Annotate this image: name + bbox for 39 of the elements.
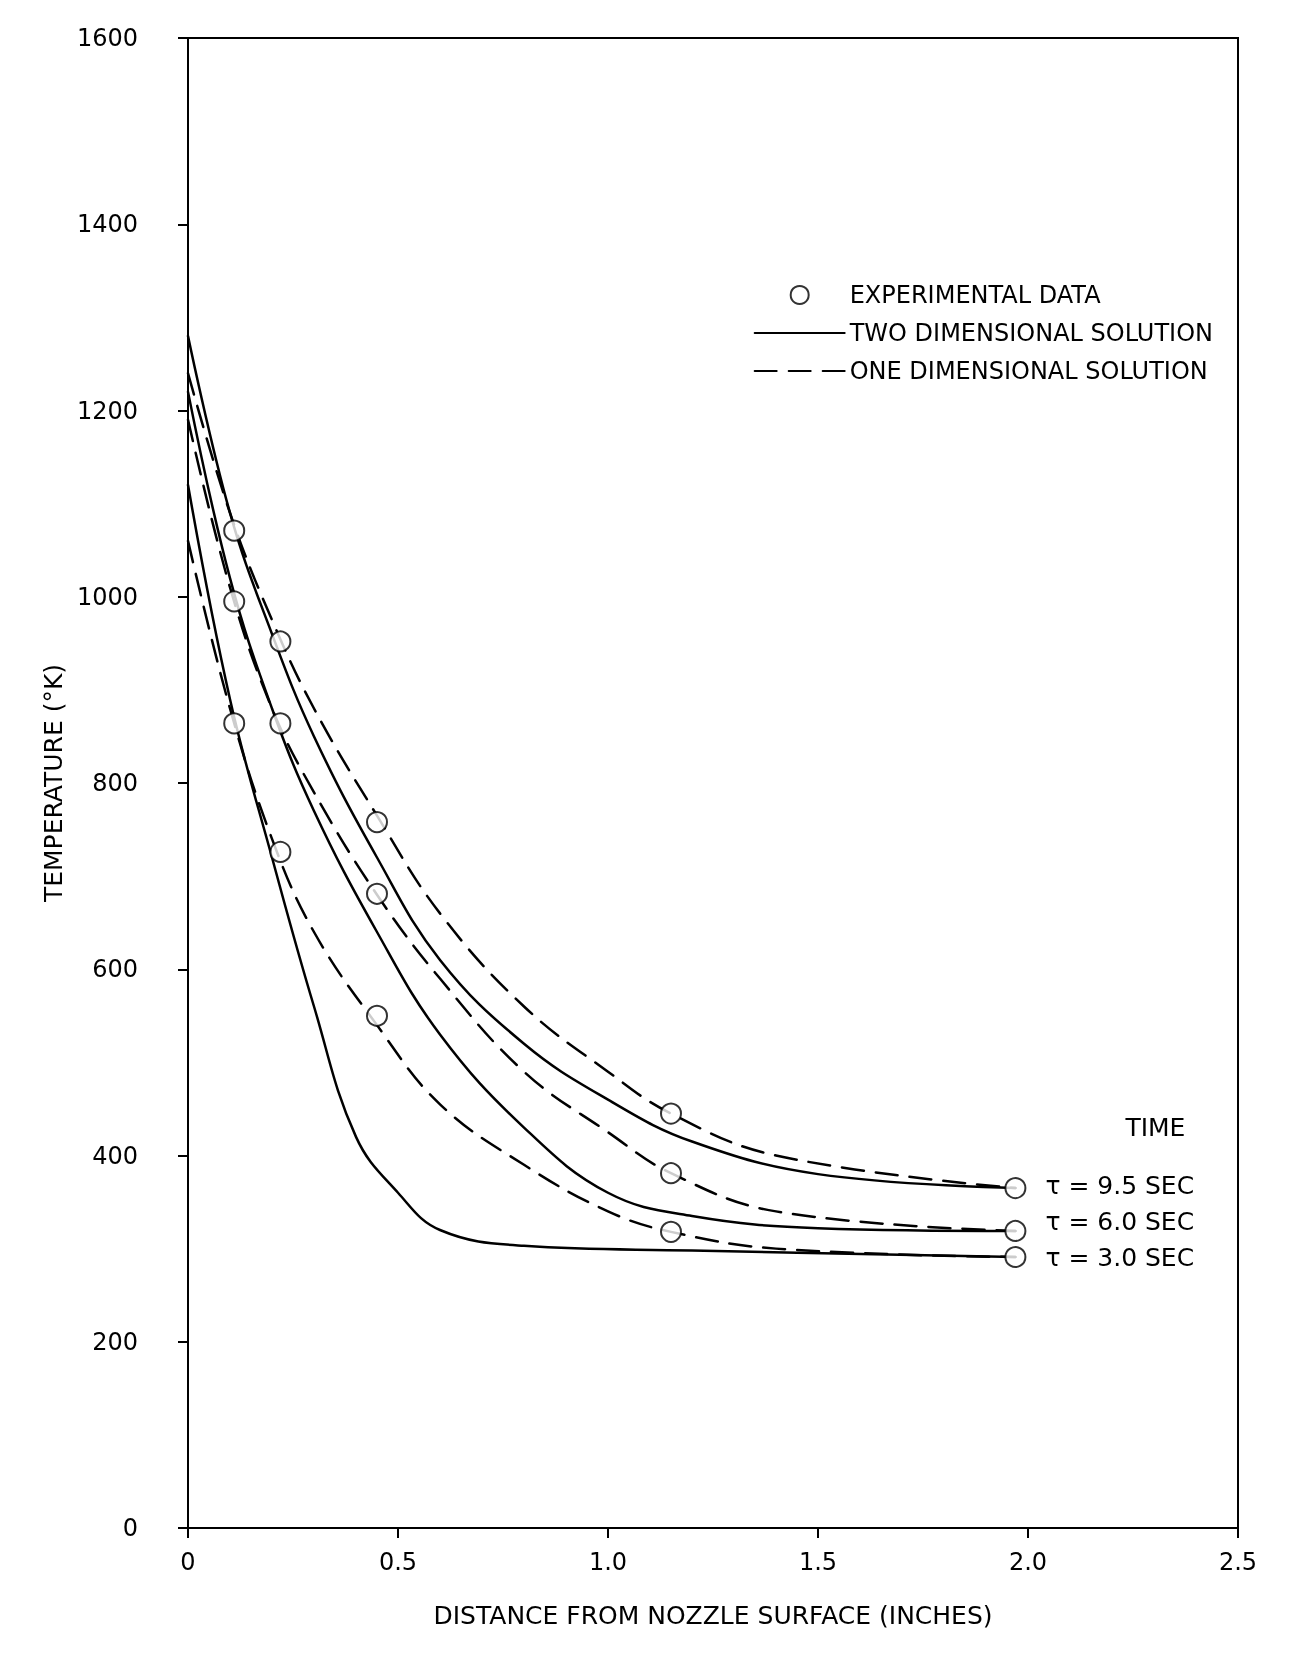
point (223, 590, 246, 613)
x-tick-label: 0 (180, 1548, 196, 1576)
point (1004, 1219, 1027, 1242)
x-tick-label: 2.5 (1218, 1548, 1258, 1576)
point (366, 811, 388, 834)
legend-label: TWO DIMENSIONAL SOLUTION (848, 319, 1214, 347)
y-tick-label: 1200 (76, 396, 138, 425)
y-tick-label: 1000 (76, 582, 138, 611)
y-tick-label: 0 (122, 1514, 138, 1542)
y-tick-label: 800 (92, 769, 138, 797)
x-tick-label: 1.0 (588, 1548, 628, 1576)
point (223, 519, 246, 542)
point (660, 1162, 682, 1185)
point (660, 1102, 682, 1125)
point (660, 1220, 682, 1243)
point (269, 630, 292, 653)
point (1004, 1177, 1027, 1200)
y-tick-label: 1600 (76, 24, 138, 52)
annotation: τ = 9.5 SEC (1045, 1170, 1195, 1200)
x-axis-title: DISTANCE FROM NOZZLE SURFACE (INCHES) (433, 1601, 993, 1630)
point (269, 712, 292, 735)
point (366, 1004, 388, 1027)
legend-label: ONE DIMENSIONAL SOLUTION (849, 357, 1208, 385)
x-tick-label: 0.5 (378, 1548, 418, 1576)
x-tick-label: 1.5 (798, 1548, 838, 1576)
y-axis-title: TEMPERATURE (°K) (39, 663, 69, 904)
y-tick-label: 400 (92, 1141, 138, 1170)
annotation: τ = 6.0 SEC (1045, 1206, 1195, 1236)
point (1004, 1246, 1027, 1268)
x-tick-label: 2.0 (1008, 1548, 1048, 1576)
point (223, 712, 246, 735)
legend-label: EXPERIMENTAL DATA (849, 281, 1102, 309)
point (366, 882, 388, 905)
y-tick-label: 1400 (76, 210, 138, 239)
y-tick-label: 200 (92, 1327, 138, 1356)
annotation: τ = 3.0 SEC (1045, 1242, 1195, 1272)
y-tick-label: 600 (92, 955, 138, 984)
annotation: TIME (1124, 1112, 1186, 1142)
point (269, 840, 292, 863)
